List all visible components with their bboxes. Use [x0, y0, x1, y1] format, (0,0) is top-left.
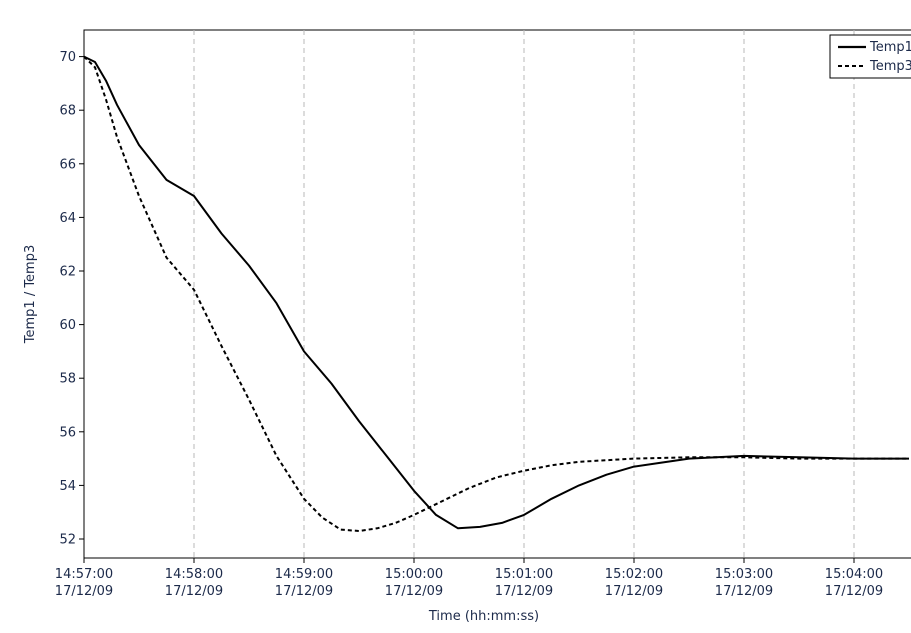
- x-axis-title: Time (hh:mm:ss): [428, 609, 539, 624]
- x-tick-label-date: 17/12/09: [495, 584, 553, 599]
- y-tick-label: 54: [59, 479, 76, 494]
- y-tick-label: 58: [59, 372, 76, 387]
- legend-temp1-label: Temp1: [869, 40, 911, 55]
- x-tick-label-time: 15:00:00: [385, 567, 443, 582]
- x-tick-label-time: 15:04:00: [825, 567, 883, 582]
- y-tick-label: 68: [59, 104, 76, 119]
- x-tick-label-time: 14:59:00: [275, 567, 333, 582]
- x-tick-label-time: 15:03:00: [715, 567, 773, 582]
- x-tick-label-time: 14:58:00: [165, 567, 223, 582]
- y-tick-label: 70: [59, 50, 76, 65]
- y-tick-label: 62: [59, 265, 76, 280]
- y-axis: 52 54 56 58 60 62 64 66 68 70: [59, 50, 84, 548]
- x-tick-label-date: 17/12/09: [605, 584, 663, 599]
- y-tick-label: 60: [59, 318, 76, 333]
- x-tick-label-date: 17/12/09: [165, 584, 223, 599]
- x-tick-label-date: 17/12/09: [715, 584, 773, 599]
- y-axis-title: Temp1 / Temp3: [23, 245, 38, 344]
- x-axis: 14:57:00 17/12/09 14:58:00 17/12/09 14:59:00…: [55, 558, 883, 599]
- y-tick-label: 56: [59, 425, 76, 440]
- x-tick-label-time: 15:02:00: [605, 567, 663, 582]
- grid-lines: [193, 30, 855, 558]
- series-line-temp1: [83, 55, 909, 530]
- x-tick-label-date: 17/12/09: [275, 584, 333, 599]
- y-tick-label: 52: [59, 533, 76, 548]
- x-tick-label-time: 15:01:00: [495, 567, 553, 582]
- legend[interactable]: Temp1 Temp3: [829, 34, 911, 79]
- y-tick-label: 66: [59, 157, 76, 172]
- x-tick-label-date: 17/12/09: [55, 584, 113, 599]
- x-tick-label-date: 17/12/09: [825, 584, 883, 599]
- legend-box: [829, 34, 911, 79]
- series-group: [83, 55, 909, 532]
- x-tick-label-time: 14:57:00: [55, 567, 113, 582]
- series-line-temp3: [83, 55, 909, 532]
- plot-area: [83, 29, 911, 559]
- y-tick-label: 64: [59, 211, 76, 226]
- legend-temp3-label: Temp3: [869, 59, 911, 74]
- x-tick-label-date: 17/12/09: [385, 584, 443, 599]
